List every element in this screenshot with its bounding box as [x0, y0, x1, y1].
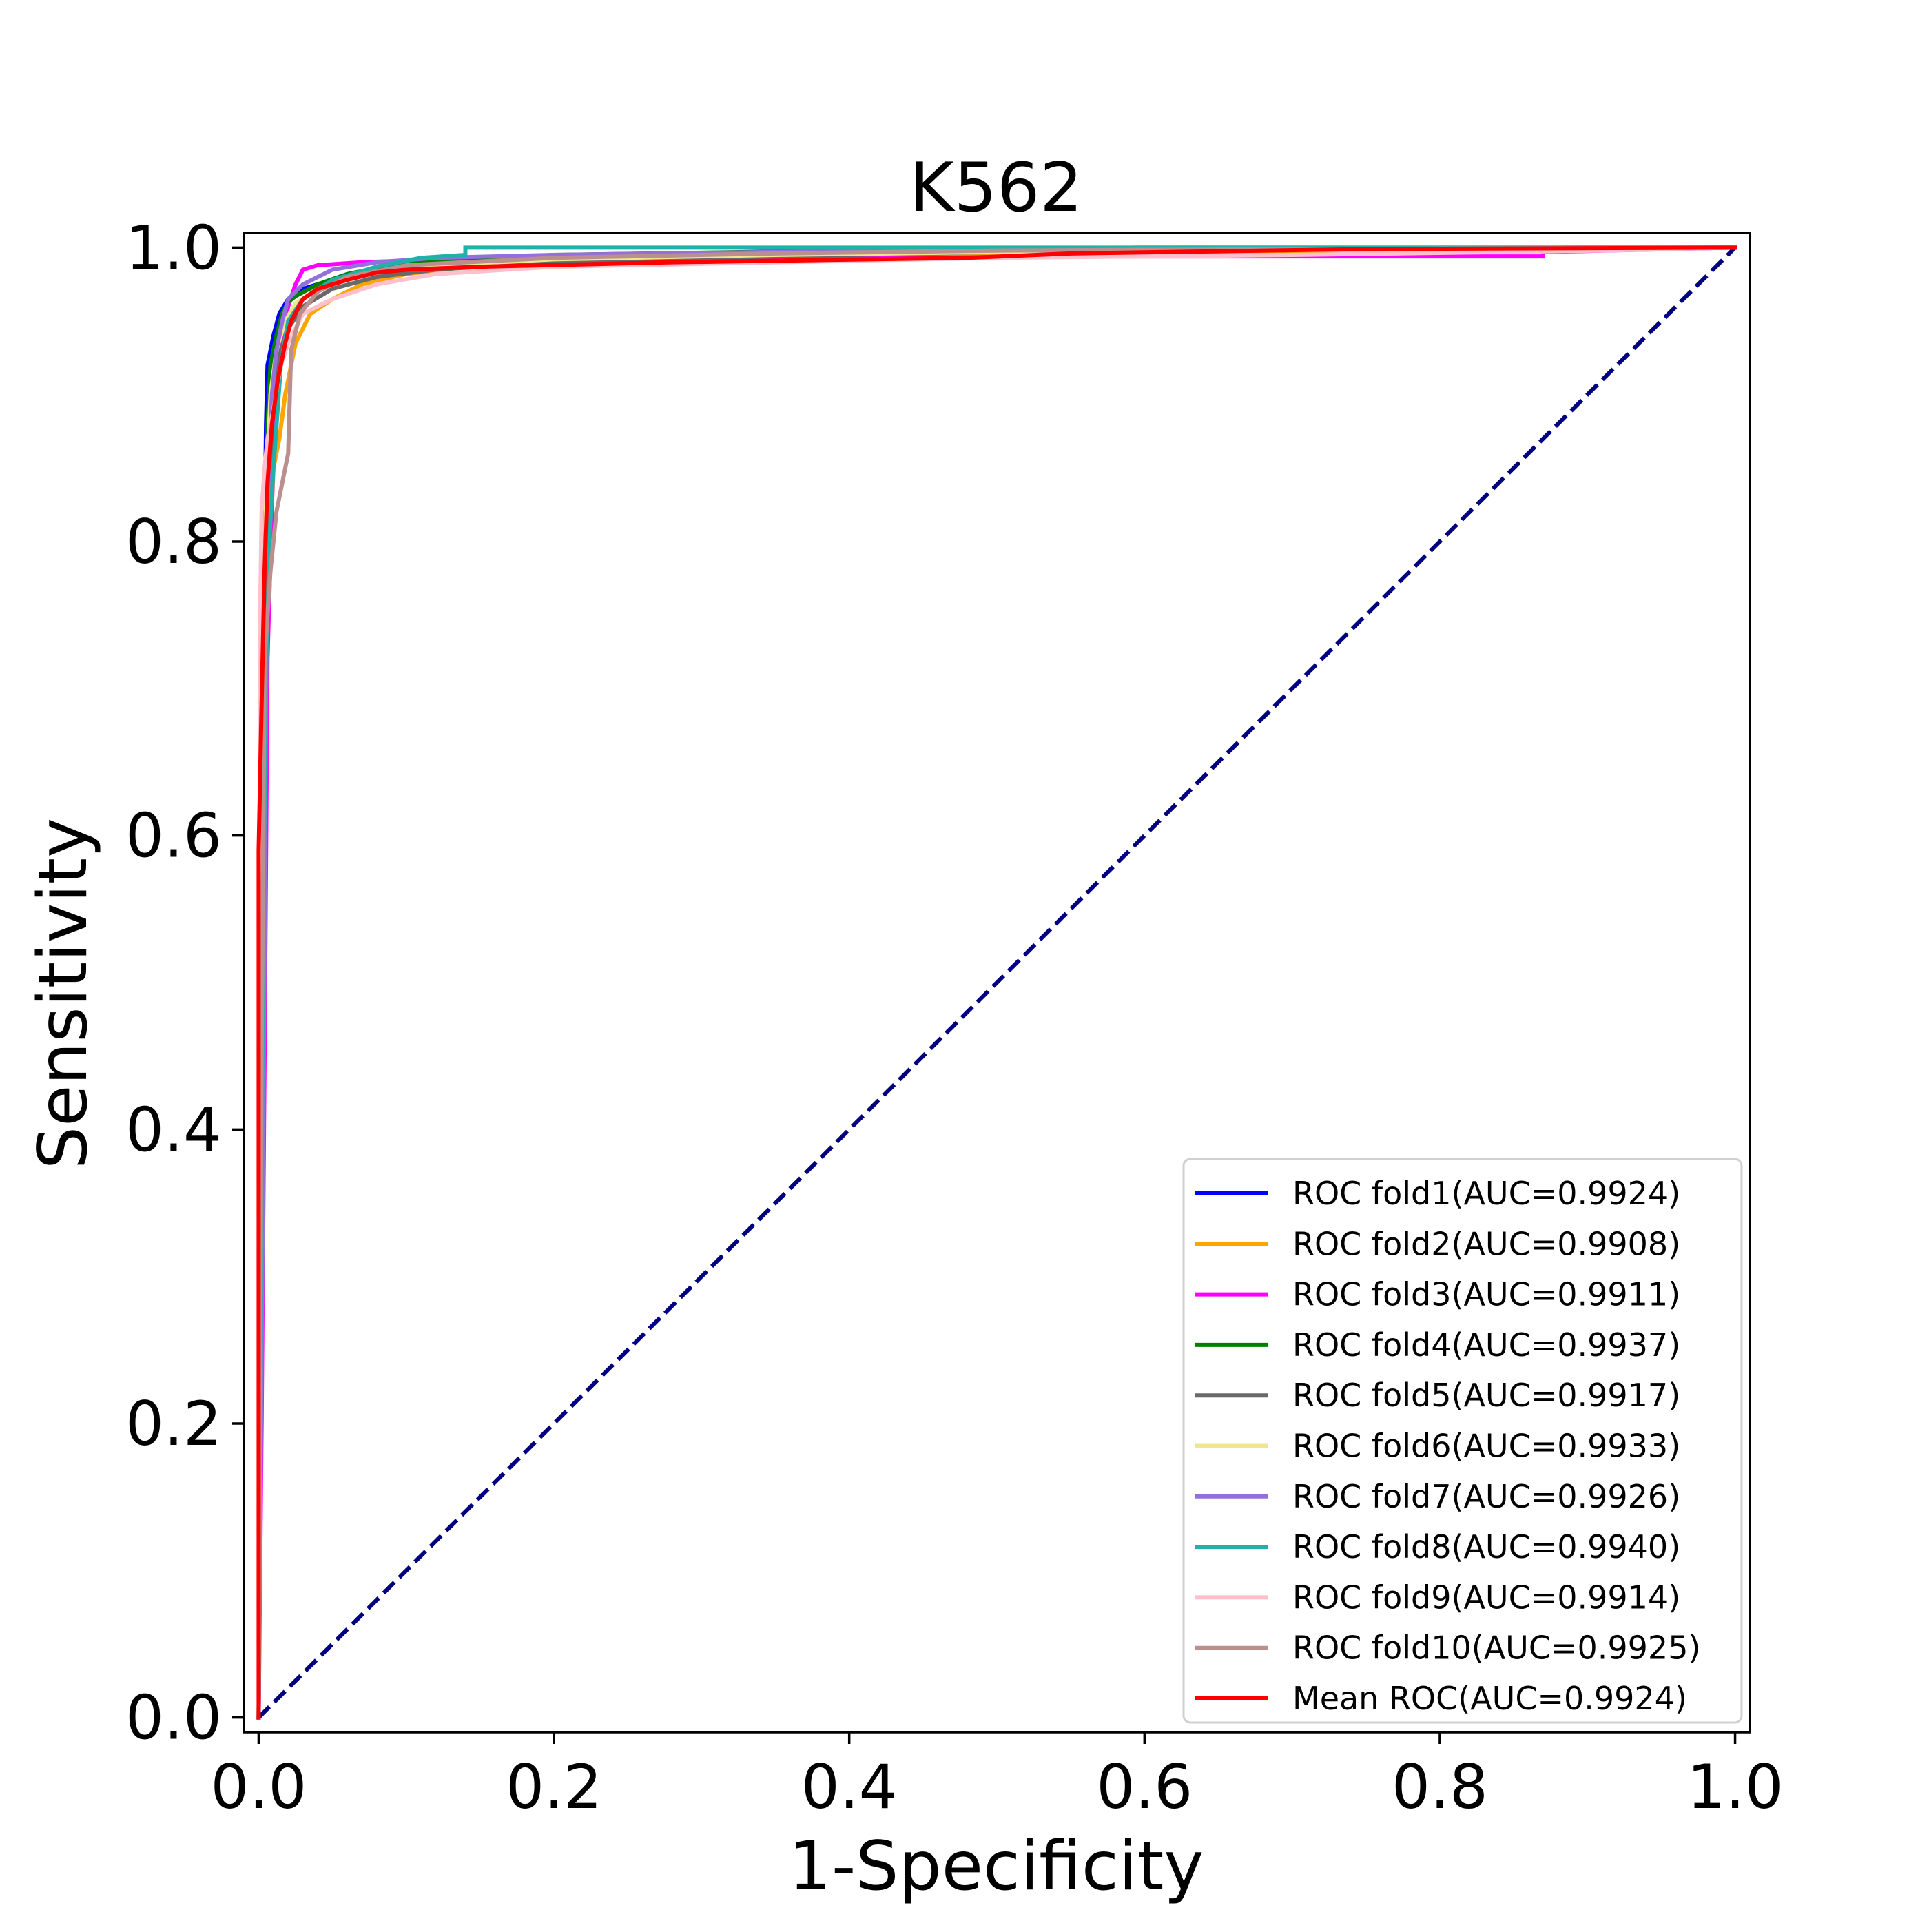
x-tick-label: 0.8 [1392, 1751, 1488, 1822]
x-axis-label: 1-Specificity [789, 1827, 1204, 1906]
legend-label-8: ROC fold8(AUC=0.9940) [1292, 1528, 1680, 1565]
y-tick-label: 0.0 [125, 1683, 222, 1754]
plot-area: 0.0 0.2 0.4 0.6 0.8 1.0 0.0 0.2 0.4 0.6 0.8 1.0 [125, 212, 1783, 1822]
diagonal-reference-line [257, 246, 1737, 1719]
axes-frame [243, 232, 1751, 1734]
y-tick-label: 1.0 [125, 212, 222, 283]
y-tick-label: 0.2 [125, 1388, 222, 1459]
series-line-11 [256, 245, 1737, 1720]
series-line-9 [256, 245, 1737, 1720]
chart-title: K562 [909, 149, 1082, 227]
legend-label-4: ROC fold4(AUC=0.9937) [1292, 1326, 1680, 1364]
y-tick-label: 0.6 [125, 801, 222, 872]
legend-box [1182, 1158, 1743, 1724]
legend-label-9: ROC fold9(AUC=0.9914) [1292, 1579, 1680, 1616]
x-tick-label: 0.0 [210, 1751, 307, 1822]
y-axis-label: Sensitivity [24, 818, 103, 1169]
x-tick-label: 0.2 [506, 1751, 602, 1822]
series-lines [256, 245, 1737, 1720]
legend-label-3: ROC fold3(AUC=0.9911) [1292, 1276, 1680, 1313]
legend-label-1: ROC fold1(AUC=0.9924) [1292, 1175, 1680, 1212]
legend-label-5: ROC fold5(AUC=0.9917) [1292, 1377, 1680, 1414]
x-tick-label: 0.6 [1096, 1751, 1193, 1822]
legend-label-7: ROC fold7(AUC=0.9926) [1292, 1478, 1680, 1515]
series-line-10 [256, 245, 1737, 1720]
legend-label-2: ROC fold2(AUC=0.9908) [1292, 1225, 1680, 1262]
x-tick-label: 0.4 [801, 1751, 898, 1822]
y-tick-label: 0.8 [125, 506, 222, 577]
series-line-8 [256, 245, 1737, 1720]
legend-label-11: Mean ROC(AUC=0.9924) [1292, 1680, 1687, 1717]
legend-label-10: ROC fold10(AUC=0.9925) [1292, 1630, 1700, 1667]
x-tick-label: 1.0 [1687, 1751, 1784, 1822]
legend: ROC fold1(AUC=0.9924) ROC fold2(AUC=0.990… [1182, 1158, 1743, 1724]
legend-label-6: ROC fold6(AUC=0.9933) [1292, 1428, 1680, 1465]
y-tick-label: 0.4 [125, 1094, 222, 1165]
